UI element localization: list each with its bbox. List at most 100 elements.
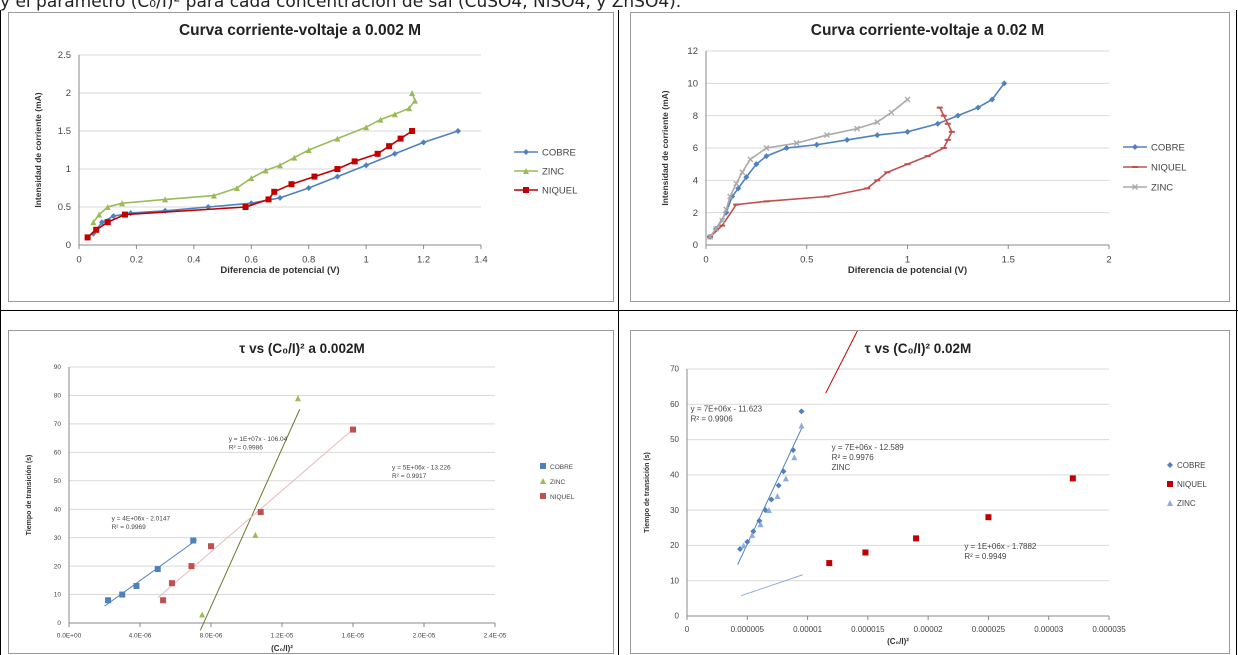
x-tick-label: 0.000015 — [851, 625, 885, 634]
y-tick-label: 2.5 — [58, 50, 71, 61]
data-point — [737, 545, 744, 552]
x-tick-label: 0.6 — [245, 255, 258, 266]
data-point — [813, 141, 820, 148]
y-tick-label: 2 — [693, 208, 698, 219]
table-border-right — [1236, 10, 1237, 655]
data-point — [975, 104, 982, 111]
data-point — [334, 166, 341, 172]
legend-marker — [540, 478, 546, 484]
y-tick-label: 10 — [687, 79, 698, 90]
x-tick-label: 0.2 — [130, 255, 143, 266]
y-tick-label: 1 — [66, 164, 71, 175]
series-line — [92, 130, 459, 235]
x-tick-label: 1 — [905, 255, 910, 266]
equation-annotation: R² = 0.9949 — [964, 552, 1007, 561]
data-point — [707, 233, 714, 240]
data-point — [190, 537, 197, 544]
trendline — [741, 574, 803, 597]
equation-annotation: y = 1E+07x - 106.04 — [229, 436, 288, 443]
y-tick-label: 10 — [54, 592, 62, 599]
data-point — [954, 112, 961, 119]
data-point — [305, 185, 312, 191]
x-tick-label: 8.0E-06 — [200, 633, 223, 640]
y-tick-label: 20 — [670, 541, 679, 550]
data-point — [989, 96, 996, 103]
legend-label: ZINC — [542, 167, 564, 178]
x-tick-label: 4.0E-06 — [129, 633, 152, 640]
data-point — [733, 203, 740, 206]
x-axis-label: Diferencia de potencial (V) — [220, 265, 339, 276]
data-point — [757, 521, 764, 528]
x-tick-label: 0.8 — [302, 255, 315, 266]
data-point — [936, 106, 943, 109]
data-point — [311, 173, 318, 180]
data-point — [1069, 475, 1076, 482]
data-point — [288, 181, 295, 188]
legend-label: COBRE — [550, 464, 574, 471]
legend-marker — [1167, 481, 1173, 487]
data-point — [168, 580, 175, 587]
data-point — [265, 196, 272, 203]
data-point — [854, 125, 861, 132]
y-tick-label: 70 — [670, 365, 679, 374]
data-point — [904, 163, 911, 166]
data-point — [90, 219, 97, 226]
data-point — [944, 122, 951, 125]
chart-iv-002: Curva corriente-voltaje a 0.02 M02468101… — [660, 22, 1186, 276]
data-point — [351, 158, 358, 165]
data-point — [749, 531, 756, 538]
y-axis-label: Tiempo de transición (s) — [26, 455, 33, 536]
y-tick-label: 40 — [54, 506, 62, 513]
y-tick-label: 20 — [54, 563, 62, 570]
y-tick-label: 80 — [54, 393, 62, 400]
chart-panel-iv-002: Curva corriente-voltaje a 0.02 M 0 2 4 6 8 10 1… — [630, 12, 1230, 302]
data-point — [747, 156, 754, 163]
equation-annotation: R² = 0.9917 — [392, 473, 427, 480]
data-point — [121, 211, 128, 218]
data-point — [763, 145, 770, 151]
chart-panel-tau-0002: τ vs (C₀/I)² a 0.002M 0 10 20 30 40 50 60 70 80 90… — [8, 330, 614, 654]
y-tick-label: 50 — [54, 478, 62, 485]
data-point — [864, 187, 871, 190]
data-point — [790, 447, 797, 454]
chart-panel-iv-0002: Curva corriente-voltaje a 0.002 M 0 0.5 1 1.… — [8, 12, 614, 302]
table-row-divider — [0, 310, 1238, 311]
x-tick-label: 0.000005 — [731, 625, 765, 634]
series-line — [87, 130, 413, 238]
data-point — [334, 135, 341, 142]
data-point — [391, 150, 398, 157]
legend-label: ZINC — [1177, 499, 1196, 508]
data-point — [84, 234, 91, 241]
legend-marker — [540, 493, 546, 499]
data-point — [208, 543, 214, 550]
data-point — [739, 169, 746, 176]
legend-label: COBRE — [1177, 461, 1205, 470]
legend-marker — [1132, 144, 1138, 150]
y-tick-label: 0 — [66, 240, 71, 251]
y-tick-label: 30 — [670, 506, 679, 515]
equation-annotation: y = 1E+06x - 1.7882 — [964, 542, 1037, 551]
legend-marker — [523, 168, 529, 174]
data-point — [862, 549, 869, 556]
data-point — [162, 196, 169, 203]
x-tick-label: 1 — [363, 255, 368, 266]
data-point — [377, 116, 384, 123]
legend-label: COBRE — [1151, 143, 1185, 154]
table-border-left — [0, 10, 1, 655]
data-point — [363, 162, 370, 169]
data-point — [119, 591, 126, 598]
data-point — [740, 542, 747, 549]
equation-annotation: R² = 0.9906 — [691, 414, 734, 423]
data-point — [291, 154, 298, 161]
trendline — [199, 409, 301, 631]
data-point — [334, 173, 341, 180]
legend-label: NIQUEL — [1151, 163, 1186, 174]
data-point — [768, 496, 775, 503]
x-axis-label: (C₀/I)² — [887, 637, 909, 646]
y-tick-label: 90 — [54, 364, 62, 371]
data-point — [409, 128, 416, 134]
data-point — [782, 475, 789, 482]
data-point — [105, 597, 112, 604]
data-point — [154, 565, 161, 572]
y-tick-label: 30 — [54, 535, 62, 542]
